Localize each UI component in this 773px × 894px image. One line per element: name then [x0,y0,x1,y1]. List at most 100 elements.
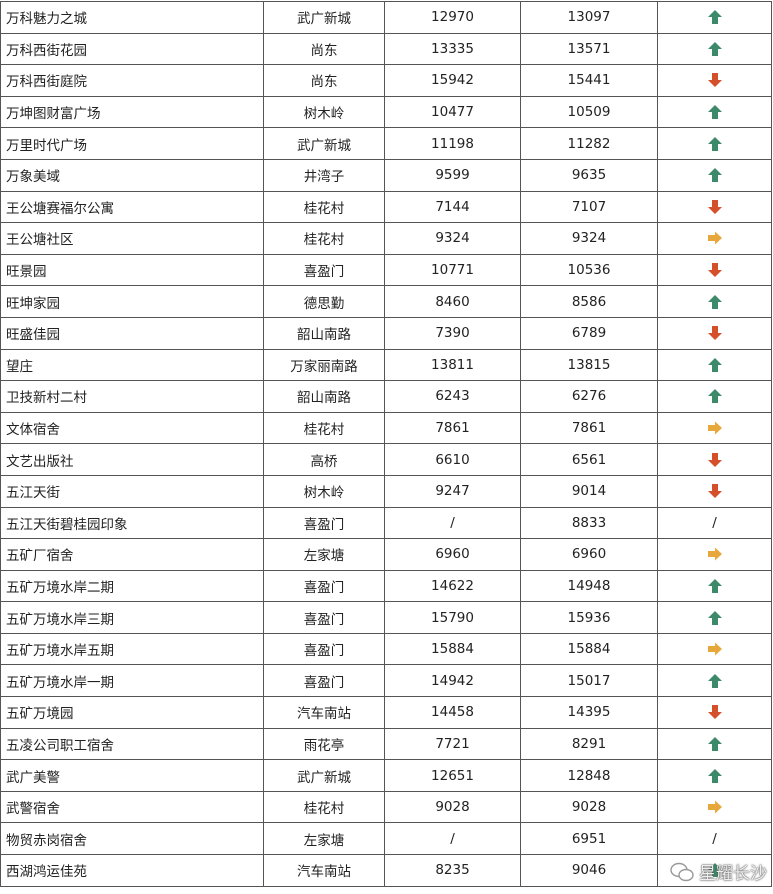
table-row: 旺景园 喜盈门 10771 10536 [0,253,772,287]
cell-name: 王公塘赛福尔公寓 [0,190,264,224]
cell-district: 喜盈门 [263,253,385,287]
cell-curr: 7107 [520,190,658,224]
cell-curr: 9014 [520,474,658,508]
table-row: 万科西街花园 尚东 13335 13571 [0,32,772,66]
table-row: 望庄 万家丽南路 13811 13815 [0,348,772,382]
cell-curr: 13815 [520,348,658,382]
cell-curr: 10509 [520,95,658,129]
table-row: 五矿万境园 汽车南站 14458 14395 [0,696,772,729]
cell-district: 武广新城 [263,1,385,34]
cell-prev: 7721 [384,727,521,761]
arrow-up-icon [707,105,722,120]
cell-district: 喜盈门 [263,506,385,540]
cell-trend [657,64,772,97]
cell-district: 左家塘 [263,822,385,856]
arrow-up-icon [707,357,722,372]
cell-prev: 7861 [384,411,521,445]
cell-prev: 12970 [384,1,521,34]
table-row: 旺盛佳园 韶山南路 7390 6789 [0,316,772,350]
cell-prev: 15884 [384,632,521,666]
cell-curr: 9046 [520,854,658,887]
cell-trend [657,790,772,824]
cell-curr: 12848 [520,759,658,792]
cell-name: 万科西街庭院 [0,64,264,97]
arrow-up-icon [707,389,722,404]
table-row: 五矿万境水岸二期 喜盈门 14622 14948 [0,569,772,603]
table-row: 万科西街庭院 尚东 15942 15441 [0,64,772,97]
cell-prev: 15942 [384,64,521,97]
cell-district: 汽车南站 [263,854,385,887]
cell-trend [657,285,772,318]
cell-trend [657,443,772,476]
cell-name: 五矿厂宿舍 [0,538,264,571]
arrow-down-icon [707,263,722,278]
wechat-icon [670,862,694,881]
cell-name: 五凌公司职工宿舍 [0,727,264,761]
table-row: 旺坤家园 德思勤 8460 8586 [0,285,772,318]
cell-district: 桂花村 [263,411,385,445]
cell-name: 万科西街花园 [0,32,264,66]
cell-trend [657,411,772,445]
cell-district: 左家塘 [263,538,385,571]
cell-trend [657,316,772,350]
cell-prev: 13811 [384,348,521,382]
cell-prev: 6243 [384,380,521,413]
arrow-up-icon [707,736,722,751]
cell-trend [657,727,772,761]
arrow-up-icon [707,136,722,151]
cell-name: 五矿万境水岸二期 [0,569,264,603]
table-row: 物贸赤岗宿舍 左家塘/6951/ [0,822,772,856]
cell-name: 物贸赤岗宿舍 [0,822,264,856]
cell-district: 喜盈门 [263,601,385,634]
cell-curr: 15884 [520,632,658,666]
cell-district: 武广新城 [263,759,385,792]
cell-trend [657,380,772,413]
table-row: 五江天街 树木岭 9247 9014 [0,474,772,508]
cell-district: 井湾子 [263,158,385,192]
cell-curr: 8291 [520,727,658,761]
cell-trend [657,190,772,224]
cell-prev: 7144 [384,190,521,224]
table-row: 万科魅力之城 武广新城 12970 13097 [0,1,772,34]
cell-prev: 10477 [384,95,521,129]
table-row: 王公塘社区 桂花村 9324 9324 [0,222,772,255]
cell-curr: 6789 [520,316,658,350]
cell-prev: 8235 [384,854,521,887]
cell-name: 文艺出版社 [0,443,264,476]
cell-district: 树木岭 [263,474,385,508]
cell-trend [657,158,772,192]
cell-name: 五矿万境水岸三期 [0,601,264,634]
cell-prev: 11198 [384,127,521,160]
cell-curr: 11282 [520,127,658,160]
cell-district: 韶山南路 [263,380,385,413]
cell-prev: 9599 [384,158,521,192]
cell-trend [657,127,772,160]
table-row: 武广美警 武广新城 12651 12848 [0,759,772,792]
arrow-up-icon [707,863,722,878]
arrow-down-icon [707,73,722,88]
table-row: 万象美域 井湾子 9599 9635 [0,158,772,192]
cell-curr: 14395 [520,696,658,729]
cell-trend [657,854,772,887]
cell-prev: 12651 [384,759,521,792]
cell-name: 万坤图财富广场 [0,95,264,129]
cell-prev: 8460 [384,285,521,318]
cell-name: 文体宿舍 [0,411,264,445]
cell-curr: 10536 [520,253,658,287]
arrow-up-icon [707,168,722,183]
cell-district: 桂花村 [263,190,385,224]
cell-name: 旺盛佳园 [0,316,264,350]
cell-prev: 15790 [384,601,521,634]
cell-district: 武广新城 [263,127,385,160]
arrow-flat-icon [707,642,722,656]
arrow-down-icon [707,326,722,341]
table-row: 五矿万境水岸五期 喜盈门 15884 15884 [0,632,772,666]
cell-prev: 9324 [384,222,521,255]
table-row: 武警宿舍 桂花村 9028 9028 [0,790,772,824]
cell-district: 韶山南路 [263,316,385,350]
cell-district: 喜盈门 [263,569,385,603]
table-row: 王公塘赛福尔公寓 桂花村 7144 7107 [0,190,772,224]
arrow-up-icon [707,10,722,25]
table-row: 万里时代广场 武广新城 11198 11282 [0,127,772,160]
